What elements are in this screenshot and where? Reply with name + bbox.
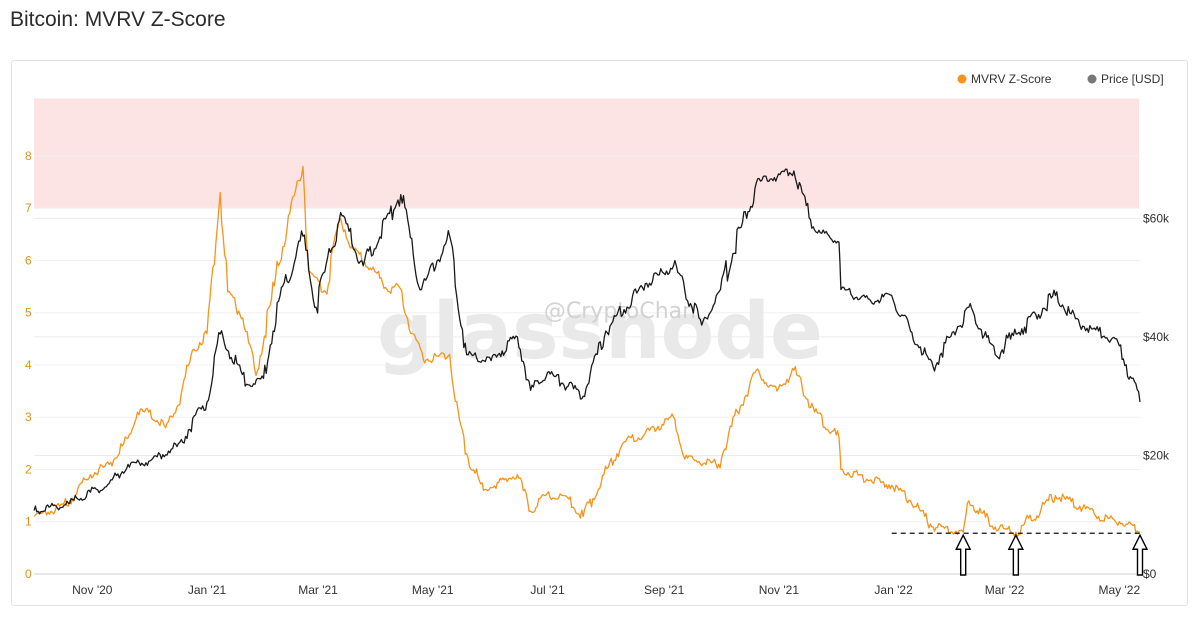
- axis-layer: 0 1 2 3 4 5 6 7 8 $0 $20k $40k $60k Nov '20 Jan '21 Mar…: [25, 149, 1170, 597]
- gridlines: [34, 155, 1140, 575]
- left-axis-tick-label: 2: [25, 462, 32, 476]
- right-axis-tick-label: $40k: [1143, 330, 1170, 344]
- legend[interactable]: MVRV Z-Score Price [USD]: [957, 72, 1164, 86]
- right-axis-tick-label: $60k: [1143, 211, 1170, 225]
- left-axis-tick-label: 1: [25, 515, 32, 529]
- watermark-brand: glassnode: [377, 287, 823, 377]
- annotation-layer: [891, 532, 1149, 576]
- x-axis-tick-label: Nov '21: [759, 583, 800, 597]
- up-arrow-icon: [955, 533, 972, 576]
- right-axis-tick-label: $0: [1143, 567, 1157, 581]
- overvalued-band-layer: [34, 98, 1139, 209]
- up-arrow-icon: [1131, 533, 1149, 576]
- x-axis-tick-label: Jan '22: [874, 583, 913, 597]
- legend-swatch: [957, 74, 967, 84]
- left-axis-tick-label: 0: [25, 567, 32, 581]
- x-axis-tick-label: Jan '21: [188, 583, 227, 597]
- x-axis-tick-label: May '21: [412, 583, 454, 597]
- x-axis-tick-label: Mar '21: [298, 583, 338, 597]
- left-axis-tick-label: 7: [25, 201, 32, 215]
- overvalued-zone-band: [34, 98, 1139, 209]
- legend-label: MVRV Z-Score: [971, 72, 1052, 86]
- x-axis-tick-label: Jul '21: [530, 583, 565, 597]
- x-axis-tick-label: Mar '22: [985, 583, 1025, 597]
- x-axis-tick-label: Nov '20: [72, 583, 113, 597]
- left-axis-tick-label: 3: [25, 410, 32, 424]
- x-axis-tick-label: Sep '21: [644, 583, 685, 597]
- price-line: [33, 168, 1141, 515]
- legend-swatch: [1087, 74, 1097, 84]
- x-axis-tick-label: May '22: [1098, 583, 1140, 597]
- left-axis-tick-label: 8: [25, 149, 32, 163]
- left-axis-tick-label: 5: [25, 306, 32, 320]
- watermark: glassnode@CryptoChan: [377, 287, 823, 377]
- left-axis-tick-label: 4: [25, 358, 32, 372]
- left-axis-tick-label: 6: [25, 253, 32, 267]
- page-title: Bitcoin: MVRV Z-Score: [10, 8, 226, 31]
- up-arrow-icon: [1007, 533, 1024, 576]
- legend-label: Price [USD]: [1101, 72, 1164, 86]
- right-axis-tick-label: $20k: [1143, 448, 1170, 462]
